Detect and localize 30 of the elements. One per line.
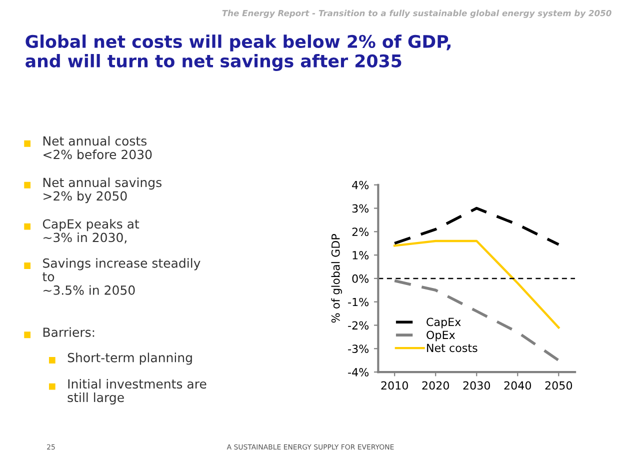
legend-label: CapEx <box>426 318 461 328</box>
legend-label: Net costs <box>427 344 478 352</box>
y-tick-label: -4% <box>348 368 369 376</box>
x-tick-label: 2010 <box>381 381 408 390</box>
legend-label: OpEx <box>426 330 455 342</box>
text: Short-term planning <box>68 352 192 365</box>
text: Savings increase steadily to ~3.5% in 2050 <box>42 258 200 295</box>
line-series <box>393 279 560 362</box>
x-tick-label: 2030 <box>463 381 490 390</box>
y-tick-label: -3% <box>348 344 369 354</box>
x-tick-label: 2050 <box>545 381 572 390</box>
y-tick-label: -2% <box>348 321 369 330</box>
line-series <box>393 206 560 246</box>
y-axis-title: % of global GDP <box>331 234 342 323</box>
y-tick-label: 3% <box>352 204 369 213</box>
text: Global net costs will peak below 2% of GDP, and will turn to net savings after 2035 <box>26 34 450 71</box>
y-tick-label: 0% <box>352 274 369 283</box>
x-tick-label: 2040 <box>504 381 532 390</box>
x-tick-label: 2020 <box>422 381 450 390</box>
y-tick-label: -1% <box>348 298 369 306</box>
y-tick-label: 1% <box>352 251 369 260</box>
text: Initial investments are still large <box>68 378 206 405</box>
text: CapEx peaks at ~3% in 2030, <box>42 218 140 244</box>
text: Net annual savings >2% by 2050 <box>43 177 162 204</box>
text: Barriers: <box>43 327 94 337</box>
text: Net annual costs <2% before 2030 <box>43 136 152 160</box>
y-tick-label: 4% <box>352 180 369 190</box>
line-series <box>393 240 560 329</box>
text: The Energy Report - Transition to a fully sustainable global energy system by 2050 <box>222 10 612 18</box>
y-tick-label: 2% <box>352 228 369 236</box>
